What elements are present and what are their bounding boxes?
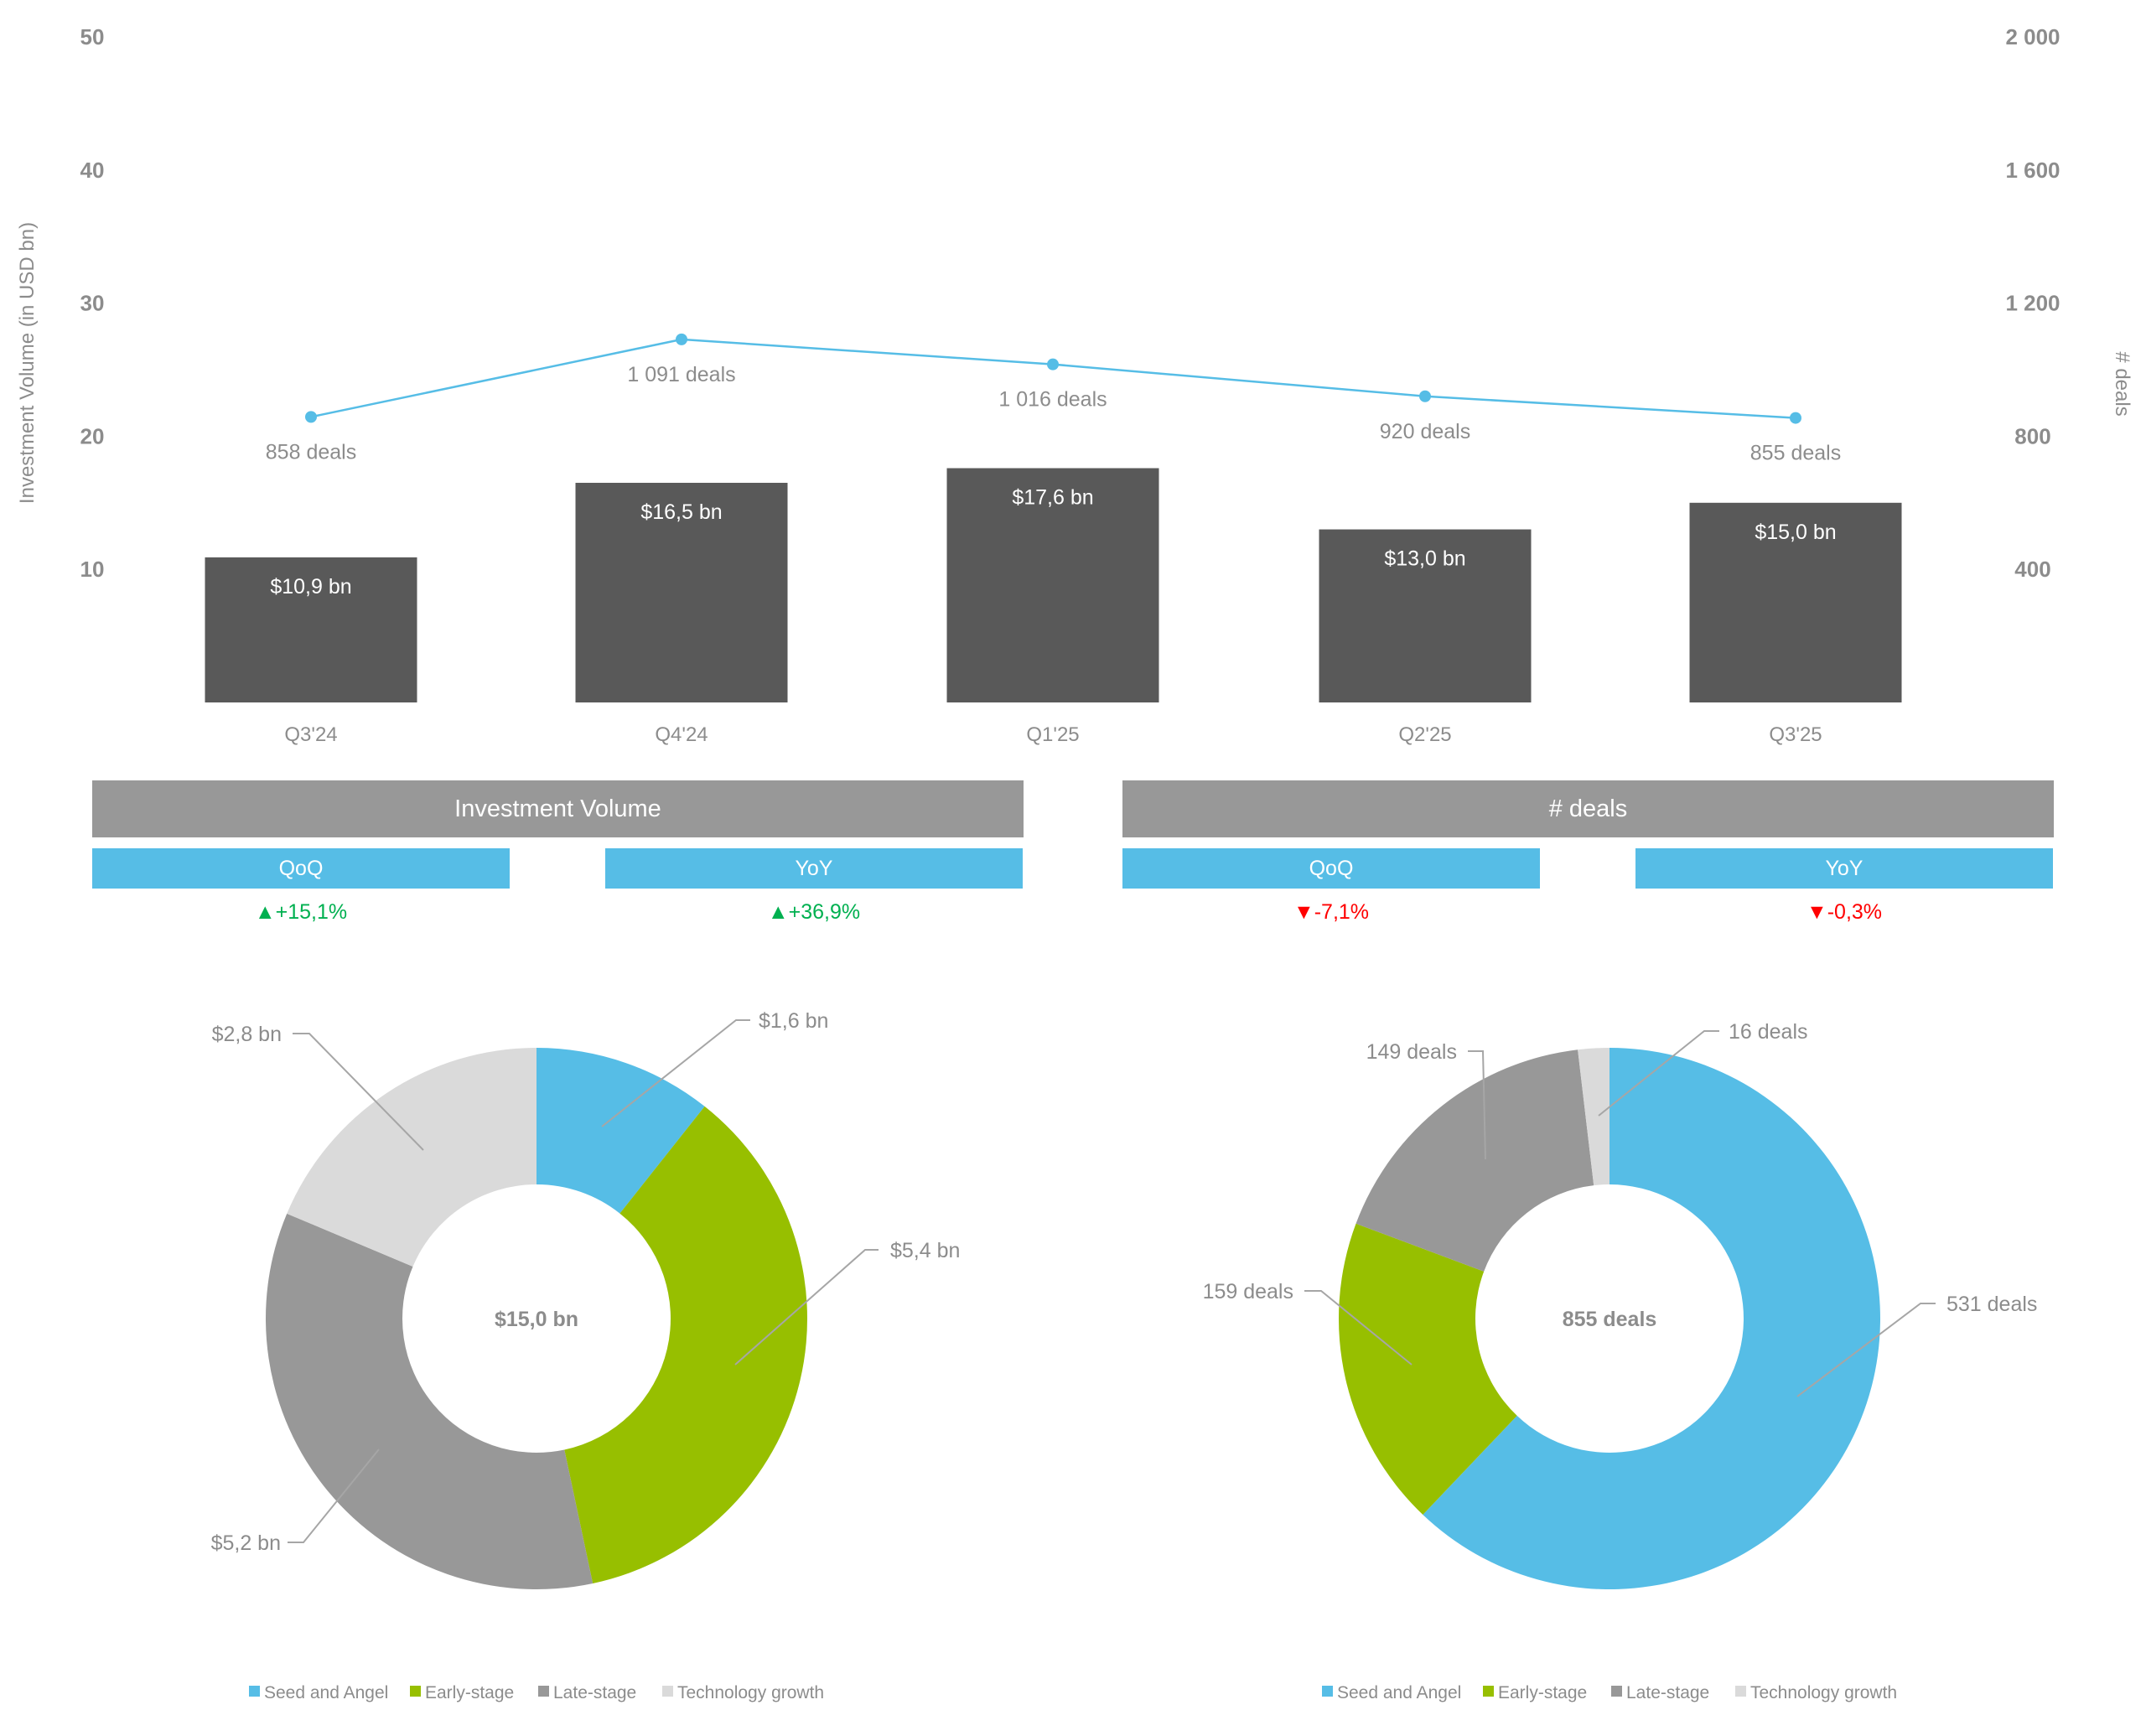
donut-data-label: 531 deals	[1946, 1293, 2037, 1316]
kpi-volume-qoq-label: QoQ	[92, 848, 510, 889]
y-axis-title: Investment Volume (in USD bn)	[16, 222, 39, 504]
legend-swatch	[410, 1686, 421, 1697]
leader-line	[1796, 1303, 1936, 1397]
kpi-volume-qoq-value: ▲+15,1%	[254, 900, 348, 924]
legend-item: Technology growth	[677, 1683, 824, 1702]
x-tick-label: Q3'24	[284, 723, 337, 746]
bar-data-label: $15,0 bn	[1755, 521, 1836, 544]
donut-deals: 855 deals 531 deals 159 deals 149 deals 16 d…	[1203, 1020, 2038, 1702]
bar-data-label: $16,5 bn	[640, 500, 722, 524]
combo-chart: 10 20 30 40 50 400 800 1 200 1 600 2 000 Investmen…	[16, 24, 2133, 746]
donut-data-label: 149 deals	[1366, 1040, 1457, 1064]
deals-data-label: 920 deals	[1380, 420, 1470, 443]
leader-line	[734, 1249, 879, 1365]
deals-data-label: 1 016 deals	[998, 388, 1107, 412]
bar-data-label: $10,9 bn	[270, 575, 351, 599]
leader-line	[601, 1019, 750, 1127]
donut-data-label: 16 deals	[1729, 1020, 1808, 1044]
bar-data-label: $13,0 bn	[1384, 547, 1465, 571]
deals-point	[1047, 358, 1059, 371]
kpi-header-deals: # deals	[1122, 780, 2054, 837]
donut-investment-volume: $15,0 bn $1,6 bn $5,4 bn $5,2 bn $2,8 bn Seed…	[211, 1009, 961, 1702]
x-tick-label: Q1'25	[1026, 723, 1079, 746]
legend-swatch	[662, 1686, 673, 1697]
donut-segment-late-stage	[1356, 1049, 1594, 1272]
donut-segment-early-stage	[564, 1106, 807, 1583]
y-tick-label: 20	[80, 423, 105, 448]
deals-point	[1419, 390, 1431, 402]
leader-line	[1598, 1030, 1719, 1117]
y2-tick-label: 1 600	[2005, 158, 2060, 183]
donut-data-label: 159 deals	[1203, 1280, 1293, 1303]
kpi-volume-yoy-label: YoY	[605, 848, 1023, 889]
donut-segment-early-stage	[1339, 1223, 1517, 1515]
leader-line	[293, 1033, 424, 1151]
bar-Q4'24	[575, 482, 788, 702]
kpi-deals-qoq-label: QoQ	[1122, 848, 1540, 889]
bar-Q3'24	[205, 557, 417, 702]
kpi-deals-qoq-value: ▼-7,1%	[1293, 900, 1370, 924]
bar-Q1'25	[946, 468, 1159, 702]
y2-axis-title: # deals	[2111, 351, 2133, 416]
donut-center-label: $15,0 bn	[495, 1308, 578, 1331]
x-tick-label: Q4'24	[655, 723, 708, 746]
bar-Q3'25	[1689, 502, 1902, 702]
y2-tick-label: 800	[2014, 423, 2050, 448]
legend-item: Technology growth	[1750, 1683, 1897, 1702]
donut-segment-late-stage	[265, 1213, 594, 1589]
leader-line	[1304, 1290, 1413, 1365]
legend-item: Seed and Angel	[264, 1683, 388, 1702]
kpi-deals-yoy-value: ▼-0,3%	[1806, 900, 1883, 924]
x-tick-label: Q2'25	[1398, 723, 1451, 746]
donut-data-label: $5,2 bn	[211, 1531, 281, 1555]
y-tick-label: 50	[80, 24, 105, 49]
legend-swatch	[1322, 1686, 1333, 1697]
deals-point	[305, 411, 317, 423]
x-tick-label: Q3'25	[1769, 723, 1822, 746]
legend-item: Seed and Angel	[1337, 1683, 1461, 1702]
y2-tick-label: 1 200	[2005, 291, 2060, 316]
legend-item: Late-stage	[1626, 1683, 1709, 1702]
y2-tick-label: 400	[2014, 557, 2050, 582]
donut-segment-seed-and-angel	[536, 1048, 705, 1214]
leader-line	[288, 1448, 380, 1543]
donut-segment-seed-and-angel	[1423, 1048, 1881, 1589]
legend-swatch	[1483, 1686, 1494, 1697]
bar-data-label: $17,6 bn	[1012, 486, 1093, 510]
legend-item: Early-stage	[425, 1683, 514, 1702]
legend-swatch	[249, 1686, 260, 1697]
donut-center-label: 855 deals	[1563, 1308, 1657, 1331]
donut-data-label: $5,4 bn	[890, 1239, 960, 1262]
y2-tick-label: 2 000	[2005, 24, 2060, 49]
bar-Q2'25	[1319, 529, 1532, 702]
y-tick-label: 40	[80, 158, 105, 183]
deals-data-label: 858 deals	[266, 440, 356, 464]
legend-swatch	[1735, 1686, 1746, 1697]
deals-point	[676, 333, 687, 345]
donut-segment-technology-growth	[287, 1048, 536, 1267]
deals-data-label: 1 091 deals	[627, 363, 735, 386]
legend-swatch	[1611, 1686, 1622, 1697]
legend-item: Early-stage	[1498, 1683, 1587, 1702]
donut-data-label: $2,8 bn	[212, 1023, 282, 1046]
y-tick-label: 10	[80, 557, 105, 582]
donut-data-label: $1,6 bn	[759, 1009, 828, 1033]
kpi-deals-yoy-label: YoY	[1635, 848, 2053, 889]
kpi-header-investment-volume: Investment Volume	[92, 780, 1024, 837]
kpi-volume-yoy-value: ▲+36,9%	[767, 900, 861, 924]
donut-segment-technology-growth	[1578, 1048, 1610, 1186]
deals-data-label: 855 deals	[1750, 442, 1841, 465]
legend-item: Late-stage	[553, 1683, 636, 1702]
leader-line	[1468, 1050, 1486, 1160]
y-tick-label: 30	[80, 291, 105, 316]
legend-swatch	[538, 1686, 549, 1697]
deals-point	[1790, 412, 1801, 424]
